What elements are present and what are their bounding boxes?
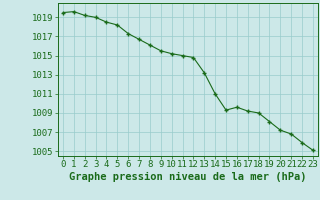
X-axis label: Graphe pression niveau de la mer (hPa): Graphe pression niveau de la mer (hPa) — [69, 172, 307, 182]
